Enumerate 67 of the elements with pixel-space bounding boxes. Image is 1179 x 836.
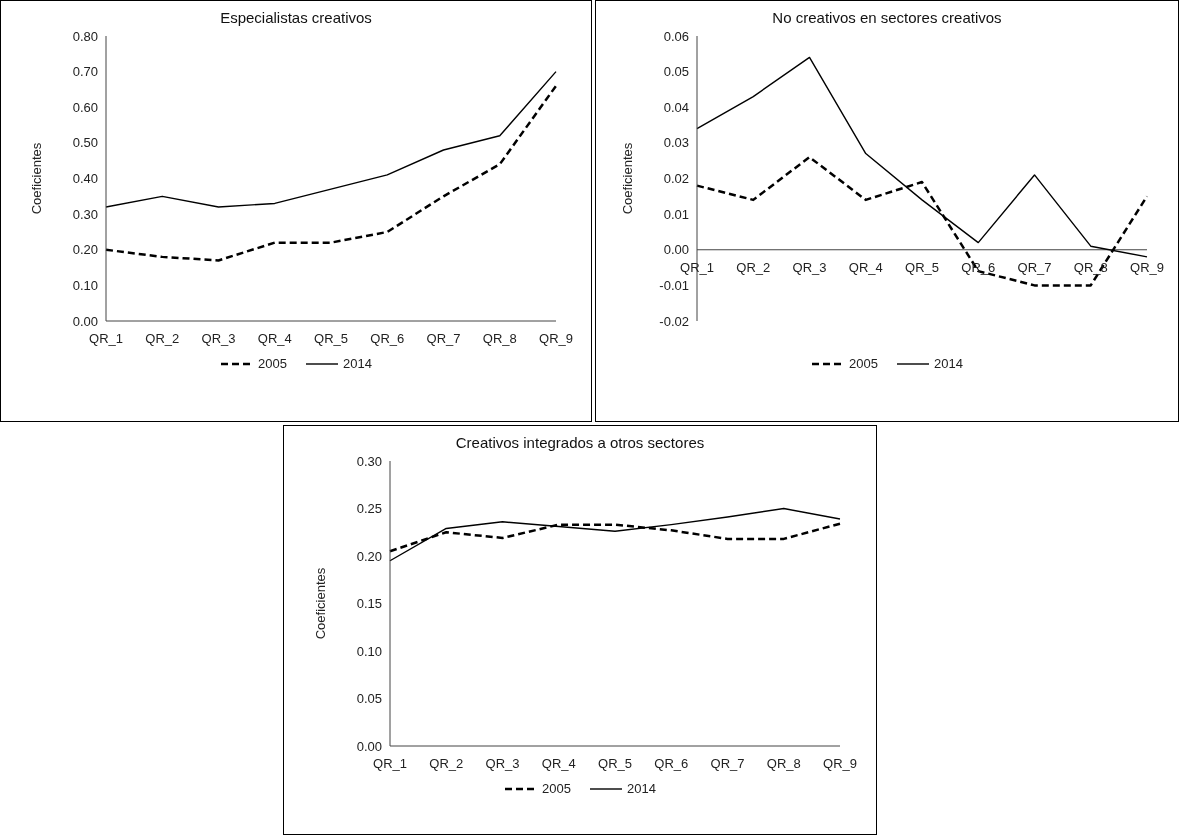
x-tick-label: QR_3 [485,756,520,771]
x-tick-label: QR_6 [370,331,405,346]
line-series [389,507,841,562]
line-series [104,84,558,262]
x-tick-label: QR_9 [823,756,857,771]
y-tick-label: 0.80 [72,28,98,44]
x-tick-label: QR_8 [766,756,801,771]
x-tick-label: QR_2 [145,331,180,346]
x-tick-label: QR_7 [1017,259,1052,275]
x-tick-label: QR_2 [429,756,464,771]
y-tick-label: 0.00 [663,242,689,258]
x-tick-label: QR_2 [736,259,771,275]
y-tick-label: -0.01 [659,277,689,293]
y-tick-label: 0.06 [663,28,689,44]
x-tick-label: QR_6 [654,756,689,771]
y-tick-label: 0.02 [663,171,689,187]
y-axis-title: Coeficientes [28,142,44,215]
x-tick-label: QR_1 [89,331,123,346]
y-tick-label: 0.10 [356,643,382,659]
x-tick-label: QR_4 [257,331,292,346]
x-tick-label: QR_5 [905,259,939,275]
y-tick-label: 0.40 [72,171,98,187]
y-tick-label: 0.10 [72,277,98,293]
x-tick-label: QR_5 [598,756,632,771]
x-tick-label: QR_7 [426,331,461,346]
y-tick-label: 0.30 [72,206,98,222]
x-tick-label: QR_9 [539,331,573,346]
x-tick-label: QR_6 [961,259,996,275]
y-tick-label: 0.05 [356,691,382,707]
x-tick-label: QR_3 [201,331,236,346]
x-tick-label: QR_3 [792,259,827,275]
y-axis-title: Coeficientes [619,142,635,215]
line-series [105,70,557,208]
x-tick-label: QR_5 [314,331,348,346]
x-tick-label: QR_9 [1130,259,1164,275]
legend-label: 2005 [849,356,878,371]
x-tick-label: QR_7 [710,756,745,771]
legend-label: 2014 [627,781,656,796]
y-tick-label: -0.02 [659,313,689,329]
y-axis-title: Coeficientes [312,567,328,640]
y-tick-label: 0.25 [356,501,382,517]
legend-label: 2005 [542,781,571,796]
y-tick-label: 0.20 [356,548,382,564]
y-tick-label: 0.20 [72,242,98,258]
legend-label: 2014 [934,356,963,371]
y-tick-label: 0.04 [663,99,689,115]
y-tick-label: 0.15 [356,596,382,612]
y-tick-label: 0.30 [356,453,382,469]
x-tick-label: QR_1 [680,259,714,275]
y-tick-label: 0.70 [72,64,98,80]
y-tick-label: 0.50 [72,135,98,151]
chart-title: Especialistas creativos [219,9,373,26]
y-tick-label: 0.01 [663,206,689,222]
x-tick-label: QR_4 [541,756,576,771]
y-tick-label: 0.00 [72,313,98,329]
y-tick-label: 0.03 [663,135,689,151]
y-tick-label: 0.05 [663,64,689,80]
x-tick-label: QR_8 [482,331,517,346]
x-tick-label: QR_4 [848,259,883,275]
chart-title: No creativos en sectores creativos [771,9,1003,26]
y-tick-label: 0.00 [356,738,382,754]
x-tick-label: QR_1 [373,756,407,771]
chart-title: Creativos integrados a otros sectores [454,434,706,451]
x-tick-label: QR_8 [1073,259,1108,275]
y-tick-label: 0.60 [72,99,98,115]
legend-label: 2014 [343,356,372,371]
legend-label: 2005 [258,356,287,371]
